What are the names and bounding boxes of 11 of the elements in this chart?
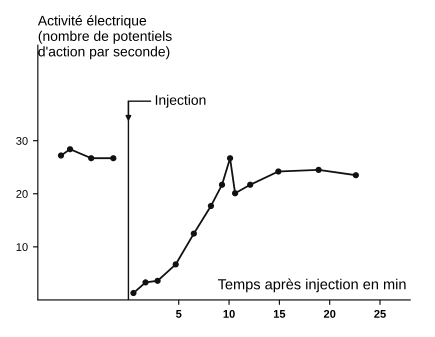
ref-line-label: Injection bbox=[156, 94, 206, 108]
x-tick-label: 20 bbox=[324, 310, 336, 318]
x-tick-label: 5 bbox=[176, 310, 182, 318]
y-tick-label: 10 bbox=[16, 243, 28, 251]
y-axis-title: Activité électrique (nombre de potentiels d'action par seconde) bbox=[38, 15, 172, 60]
y-tick-label: 30 bbox=[16, 136, 28, 145]
y-tick-label: 20 bbox=[16, 190, 28, 198]
x-axis-title: Temps après injection en min bbox=[218, 278, 406, 292]
x-tick-label: 15 bbox=[274, 310, 286, 318]
x-tick-label: 10 bbox=[224, 310, 235, 318]
x-tick-label: 25 bbox=[374, 310, 386, 318]
